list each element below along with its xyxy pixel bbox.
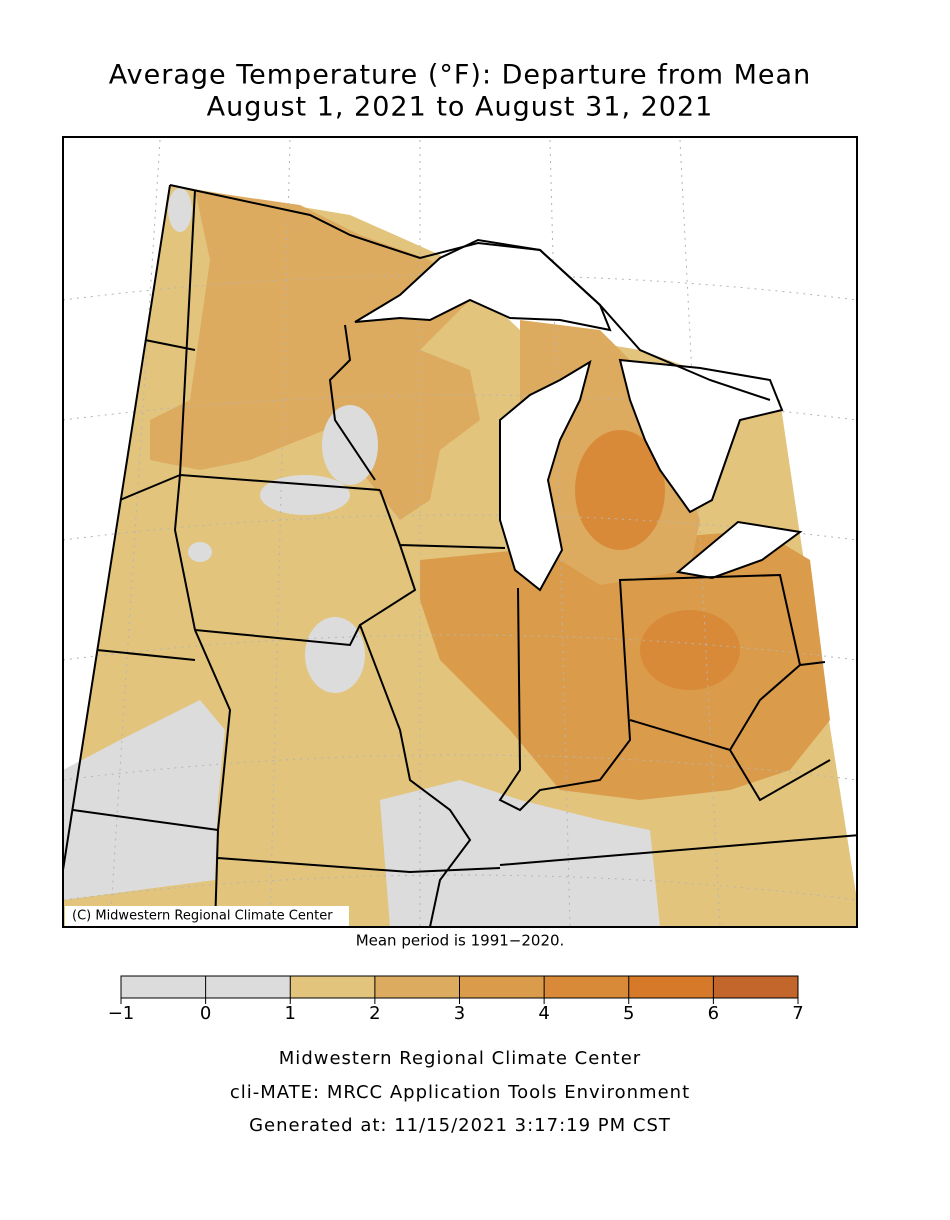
title-line: August 1, 2021 to August 31, 2021 [207,92,714,123]
footer-line: Generated at: 11/15/2021 3:17:19 PM CST [249,1115,671,1136]
tick-label: 5 [623,1003,634,1024]
footer-line: cli-MATE: MRCC Application Tools Environ… [230,1082,690,1103]
tick-label: 2 [369,1003,380,1024]
map: (C) Midwestern Regional Climate Center [62,136,858,928]
color-swatch [459,976,545,998]
credit-box [65,906,349,926]
color-swatch [121,976,206,998]
color-swatch [713,976,798,998]
tick-label: 4 [538,1003,549,1024]
map-frame [62,136,858,928]
tick-label: 3 [454,1003,465,1024]
title-line: Average Temperature (°F): Departure from… [109,60,811,91]
state-borders [72,189,857,927]
region [575,430,665,550]
note: Mean period is 1991−2020. [356,932,565,950]
color-swatch [628,976,714,998]
domain-edge [63,184,171,871]
region [168,188,192,232]
region [260,475,350,515]
region [188,542,212,562]
color-swatch [374,976,460,998]
credit: (C) Midwestern Regional Climate Center [72,909,333,924]
tick-label: 1 [285,1003,296,1024]
tick-label: 6 [708,1003,719,1024]
color-swatch [290,976,375,998]
lake-superior [354,238,612,332]
lake-huron [618,358,784,514]
lake-michigan [499,359,592,592]
region [380,780,660,927]
tick-label: 0 [200,1003,211,1024]
color-swatch [205,976,291,998]
grid [63,139,857,927]
region [640,610,740,690]
colorbar: −1 0 1 2 3 4 5 6 7 [108,975,804,1024]
color-swatch [544,976,629,998]
region [305,617,365,693]
region [150,190,480,520]
region [63,700,225,900]
canada-border [169,184,771,401]
tick-label: −1 [108,1003,135,1024]
tick-label: 7 [792,1003,803,1024]
footer-line: Midwestern Regional Climate Center [279,1048,641,1069]
